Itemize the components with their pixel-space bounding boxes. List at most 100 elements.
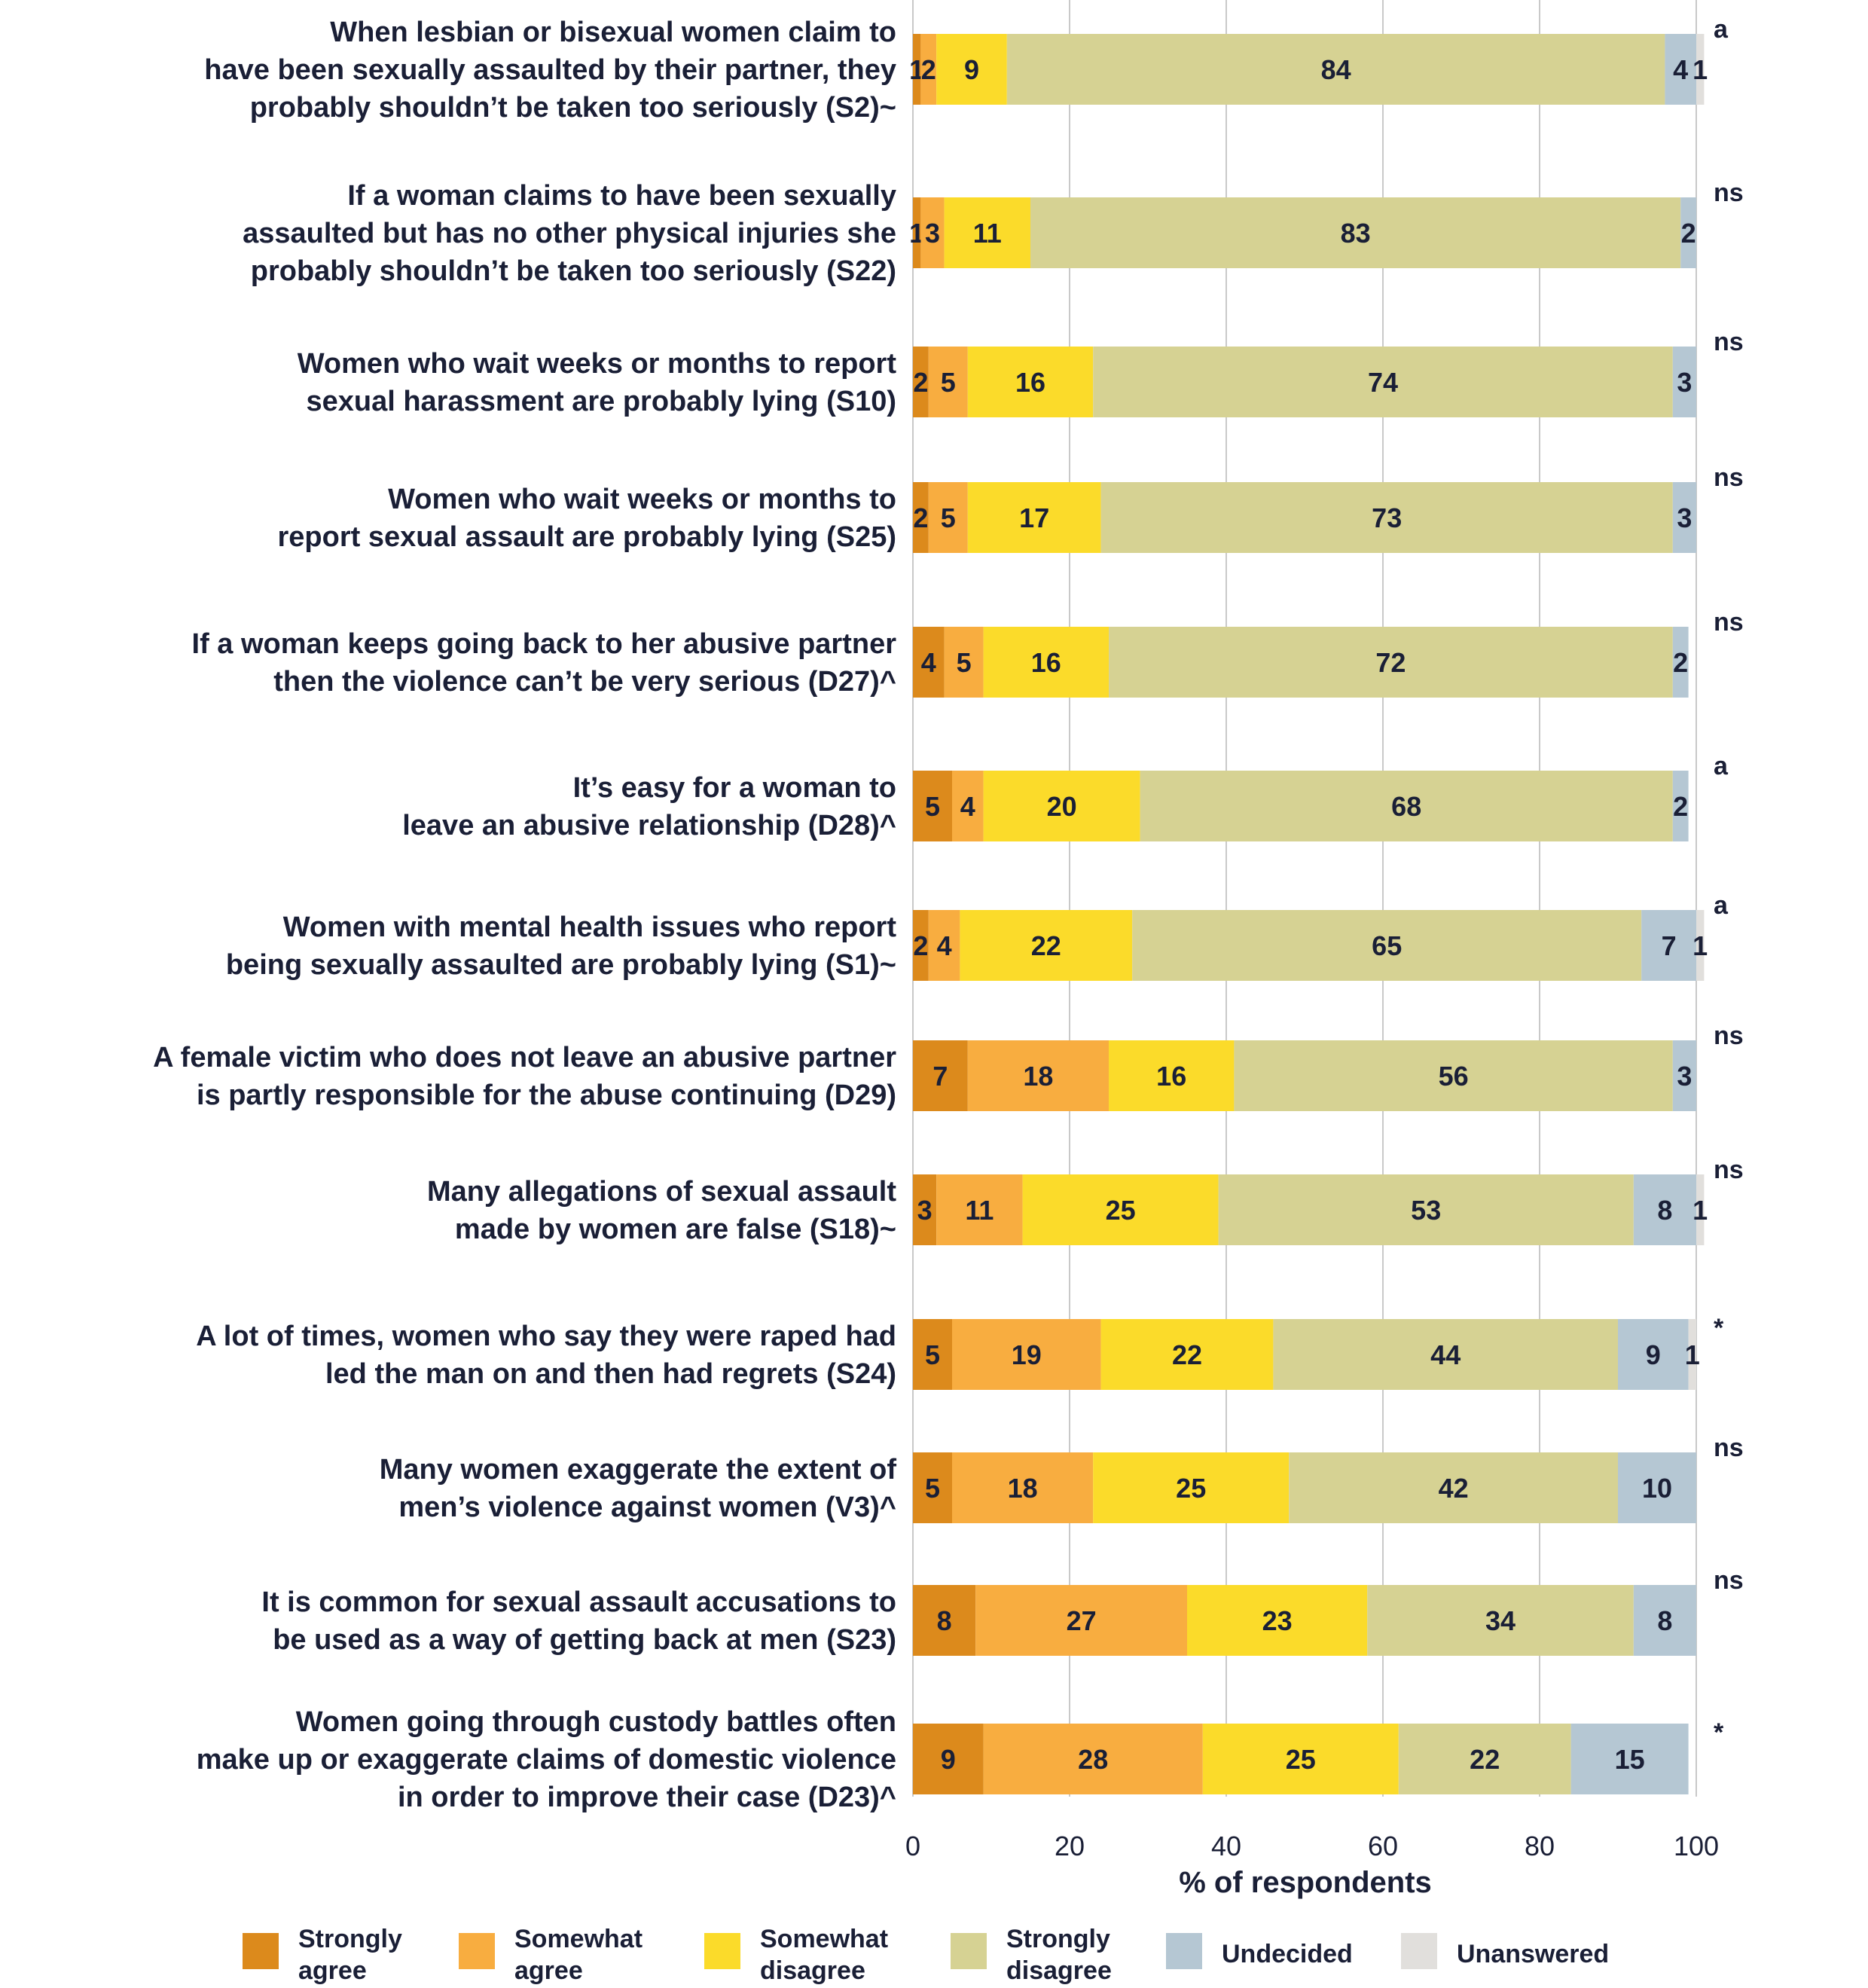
data-label: 7 xyxy=(932,1061,948,1092)
bar-row: 2 5 16 74 3 xyxy=(913,347,1696,417)
data-label: 65 xyxy=(1372,930,1402,961)
data-label: 11 xyxy=(965,1195,994,1226)
bar-segment xyxy=(1100,482,1673,553)
bar-segment xyxy=(1696,34,1705,105)
x-tick-label: 80 xyxy=(1525,1831,1555,1861)
bar-row: 12 9 84 4 1 xyxy=(909,34,1708,105)
data-label: 74 xyxy=(1368,367,1398,398)
category-label: Women going through custody battles ofte… xyxy=(296,1706,896,1738)
data-label: 56 xyxy=(1439,1061,1469,1092)
bar-segment xyxy=(1187,1585,1368,1656)
category-label: then the violence can’t be very serious … xyxy=(273,666,896,698)
category-label: A female victim who does not leave an ab… xyxy=(153,1042,896,1073)
bar-row: 8 27 23 34 8 xyxy=(913,1585,1696,1656)
bar-segment xyxy=(1289,1452,1618,1523)
data-label: 19 xyxy=(1012,1339,1042,1370)
bar-segment xyxy=(944,197,1030,268)
significance-marker: a xyxy=(1714,15,1729,44)
bar-row: 5 4 20 68 2 xyxy=(913,771,1689,841)
category-label: being sexually assaulted are probably ly… xyxy=(226,949,896,981)
significance-marker: a xyxy=(1714,752,1729,780)
data-label: 4 xyxy=(1673,54,1688,85)
bar-segment xyxy=(960,910,1133,981)
category-label: When lesbian or bisexual women claim to xyxy=(330,17,896,48)
bar-row: 5 18 25 42 10 xyxy=(913,1452,1696,1523)
data-label: 73 xyxy=(1372,502,1402,533)
legend-label: Somewhat xyxy=(760,1925,888,1953)
data-label: 9 xyxy=(941,1744,956,1775)
data-label: 5 xyxy=(941,502,956,533)
category-label: make up or exaggerate claims of domestic… xyxy=(197,1744,896,1776)
bar-segment xyxy=(1672,771,1689,841)
bar-segment xyxy=(1570,1724,1689,1794)
data-label: 11 xyxy=(973,218,1002,249)
bar-segment xyxy=(967,347,1094,417)
category-label: leave an abusive relationship (D28)^ xyxy=(402,810,896,841)
bar-row: 7 18 16 56 3 xyxy=(913,1040,1696,1111)
bar-segment xyxy=(1398,1724,1571,1794)
significance-marker: ns xyxy=(1714,1156,1744,1184)
data-label: 83 xyxy=(1341,218,1371,249)
data-label: 25 xyxy=(1286,1744,1316,1775)
data-label: 8 xyxy=(1657,1195,1672,1226)
bar-segment xyxy=(913,482,929,553)
bar-segment xyxy=(1234,1040,1673,1111)
bar-segment xyxy=(1696,1174,1705,1245)
category-label: made by women are false (S18)~ xyxy=(455,1214,896,1245)
category-label: men’s violence against women (V3)^ xyxy=(398,1492,896,1523)
bar-segment xyxy=(983,627,1109,698)
data-label: 20 xyxy=(1047,791,1077,822)
data-label: 2 xyxy=(1673,647,1688,678)
data-label: 2 xyxy=(913,930,928,961)
data-label: 3 xyxy=(1677,502,1692,533)
bar-segment xyxy=(1618,1319,1689,1390)
data-label: 16 xyxy=(1031,647,1061,678)
bar-segment xyxy=(1140,771,1673,841)
data-label: 2 xyxy=(921,54,936,85)
bar-segment xyxy=(952,1452,1094,1523)
bar-segment xyxy=(983,1724,1203,1794)
bar-segment xyxy=(1109,627,1673,698)
category-label: Women who wait weeks or months to xyxy=(388,484,896,515)
legend-swatch xyxy=(704,1933,740,1969)
data-label: 25 xyxy=(1176,1473,1206,1504)
data-label: 68 xyxy=(1391,791,1421,822)
data-label: 4 xyxy=(937,930,952,961)
bar-segment xyxy=(1618,1452,1696,1523)
bar-segment xyxy=(913,1452,952,1523)
bar-segment xyxy=(913,910,929,981)
data-label: 4 xyxy=(921,647,936,678)
legend-swatch xyxy=(459,1933,495,1969)
data-label: 1 xyxy=(1692,54,1708,85)
legend-item: Undecided xyxy=(1166,1933,1353,1969)
category-label: Many women exaggerate the extent of xyxy=(380,1454,897,1486)
bar-segment xyxy=(913,34,921,105)
data-label: 1 xyxy=(909,54,924,85)
category-label: report sexual assault are probably lying… xyxy=(277,521,896,553)
category-label: probably shouldn’t be taken too seriousl… xyxy=(250,92,896,124)
legend-swatch xyxy=(951,1933,987,1969)
bar-segment xyxy=(1641,910,1696,981)
data-label: 5 xyxy=(925,1339,940,1370)
x-tick-label: 0 xyxy=(905,1831,920,1861)
legend-swatch xyxy=(1166,1933,1202,1969)
significance-marker: * xyxy=(1714,1718,1724,1747)
significance-marker: ns xyxy=(1714,1434,1744,1462)
significance-marker: * xyxy=(1714,1314,1724,1342)
x-axis-title: % of respondents xyxy=(1179,1866,1432,1899)
data-label: 2 xyxy=(913,367,928,398)
bar-row: 1 3 11 83 2 xyxy=(909,197,1696,268)
bar-segment xyxy=(913,1724,984,1794)
significance-markers: a ns ns ns ns a a ns ns * ns ns * xyxy=(1714,15,1744,1747)
data-label: 1 xyxy=(1692,930,1708,961)
bar-segment xyxy=(1672,627,1689,698)
bar-segment xyxy=(1006,34,1665,105)
bar-segment xyxy=(913,197,921,268)
bar-row: 2 4 22 65 7 1 xyxy=(913,910,1708,981)
bar-row: 4 5 16 72 2 xyxy=(913,627,1689,698)
bar-segment xyxy=(967,1040,1109,1111)
category-label: assaulted but has no other physical inju… xyxy=(243,218,896,249)
significance-marker: ns xyxy=(1714,608,1744,637)
legend-swatch xyxy=(243,1933,279,1969)
